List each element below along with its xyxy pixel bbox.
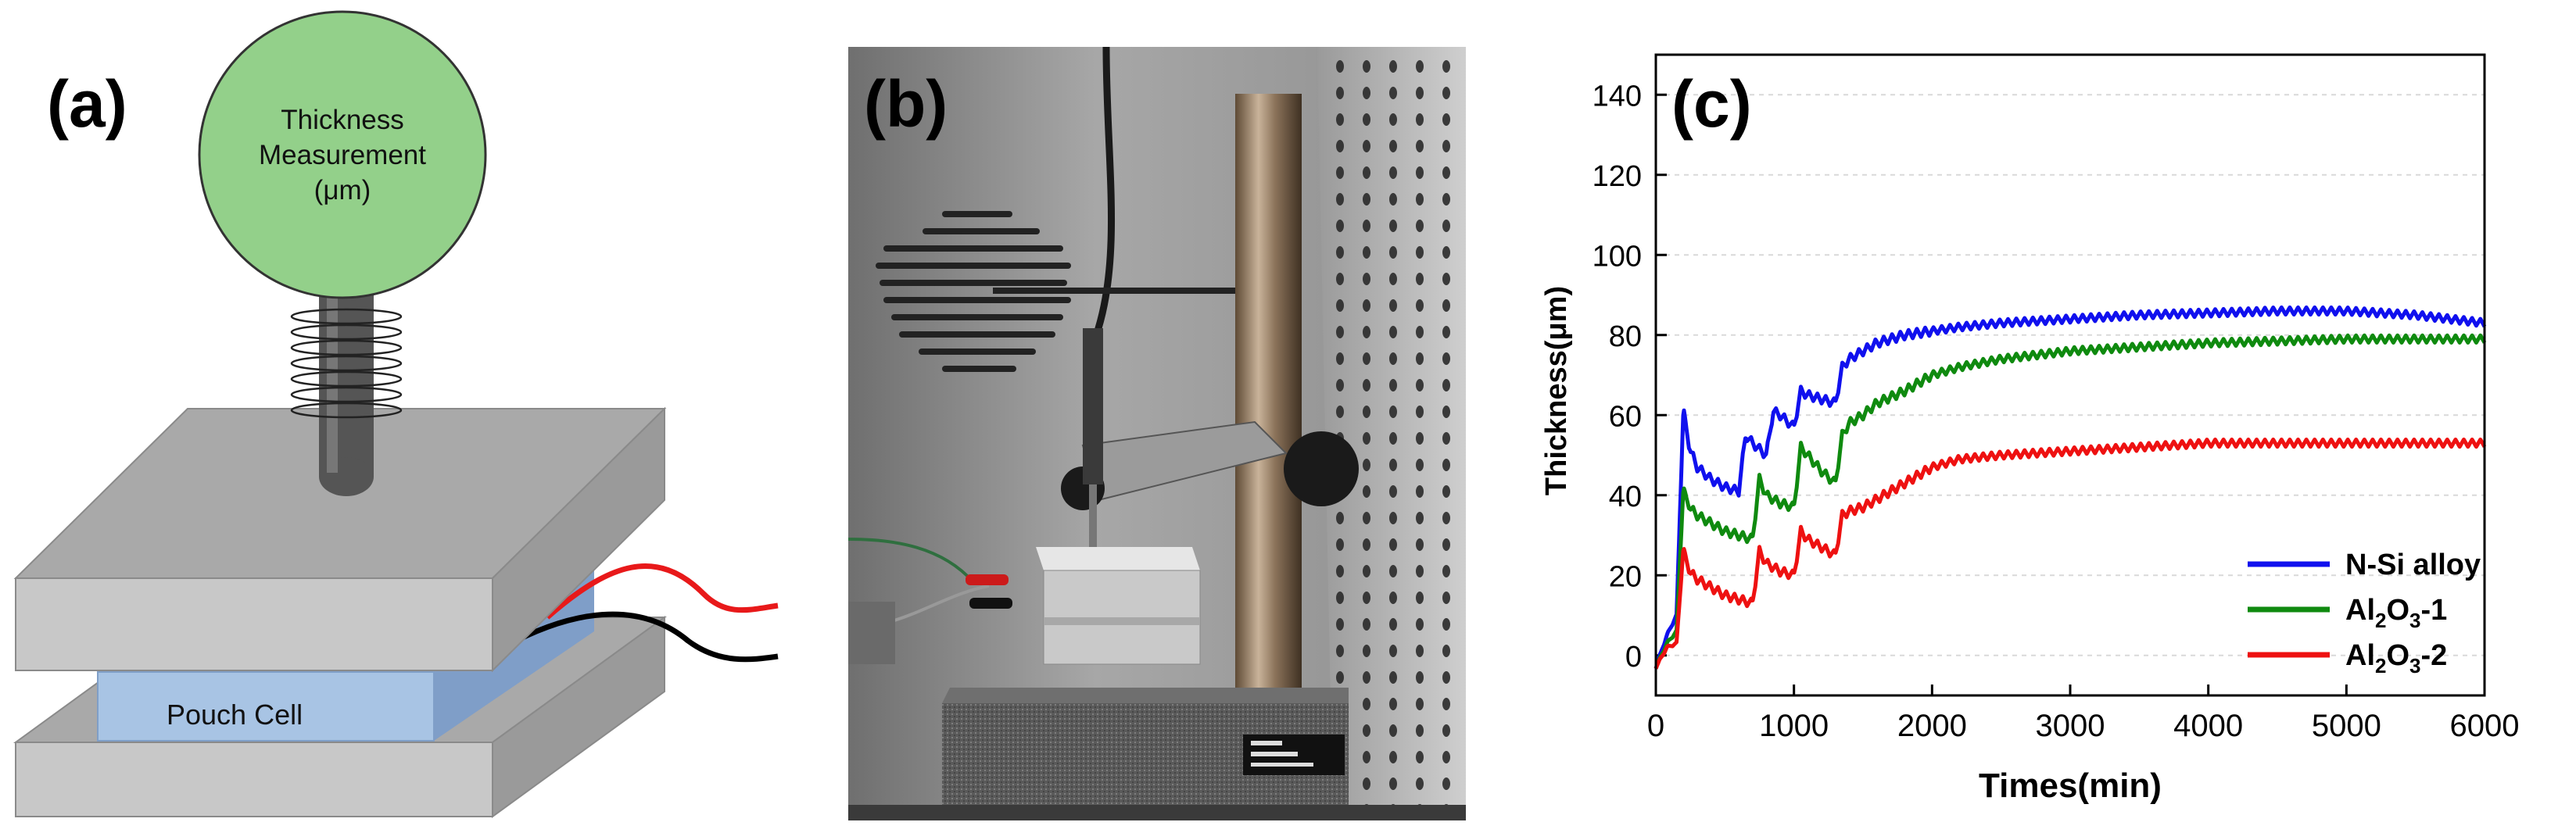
legend-entry-2: Al2O3-2 [2345,639,2447,677]
x-tick-label: 6000 [2450,709,2520,743]
gauge-text-line3: (μm) [314,175,371,206]
x-tick-label: 4000 [2173,709,2243,743]
panel-c-chart: 0 20 40 60 80 100 120 140 0 1000 2000 3000 4000 5000… [1524,0,2576,836]
vent-slots [876,211,1071,372]
series-line-0 [1653,305,2487,670]
y-tick-label: 20 [1609,560,1642,593]
positive-wire [545,563,779,620]
y-tick-label: 140 [1593,80,1642,113]
plot-frame [1654,53,2486,697]
pouch-cell-label: Pouch Cell [167,699,303,731]
chart-grid [1656,94,2485,656]
y-tick-label: 60 [1609,400,1642,433]
panel-a-label: (a) [47,67,127,141]
x-tick-label: 0 [1647,709,1664,743]
x-tick-label: 3000 [2036,709,2105,743]
spring [290,308,403,419]
x-tick-label: 5000 [2312,709,2381,743]
x-axis-label: Times(min) [1979,767,2162,805]
granite-base [942,688,1349,805]
gauge-stand-photo [847,46,1466,820]
panel-b-photo: (b) [847,0,1474,836]
panel-a-schematic: Pouch Cell [0,0,797,836]
x-tick-label: 1000 [1759,709,1829,743]
y-tick-label: 80 [1609,320,1642,353]
legend-entry-0: N-Si alloy [2345,549,2481,581]
gauge-text-line1: Thickness [281,105,404,135]
gauge-probe [290,281,403,496]
y-tick-label: 0 [1625,641,1642,674]
chart-legend: N-Si alloy Al2O3-1 Al2O3-2 [2248,549,2481,677]
x-tick-label: 2000 [1897,709,1967,743]
chart-series [1653,305,2487,670]
thickness-gauge: Thickness Measurement (μm) [198,10,487,299]
y-tick-label: 40 [1609,481,1642,513]
legend-entry-1: Al2O3-1 [2345,594,2447,632]
gauge-text-line2: Measurement [259,140,426,170]
y-tick-label: 100 [1593,240,1642,273]
x-axis-ticks: 0 1000 2000 3000 4000 5000 6000 [1647,685,2520,743]
y-axis-ticks: 0 20 40 60 80 100 120 140 [1593,80,1667,674]
panel-c-label: (c) [1671,67,1752,141]
series-line-1 [1653,333,2487,670]
schematic-svg: Pouch Cell [13,10,779,818]
y-tick-label: 120 [1593,160,1642,193]
thickness-chart: 0 20 40 60 80 100 120 140 0 1000 2000 3000 4000 5000… [1540,53,2520,805]
y-axis-label: Thickness(μm) [1540,286,1573,495]
panel-b-label: (b) [864,67,948,141]
series-line-2 [1653,438,2487,670]
negative-wire [514,611,779,663]
metal-block [1036,547,1201,665]
